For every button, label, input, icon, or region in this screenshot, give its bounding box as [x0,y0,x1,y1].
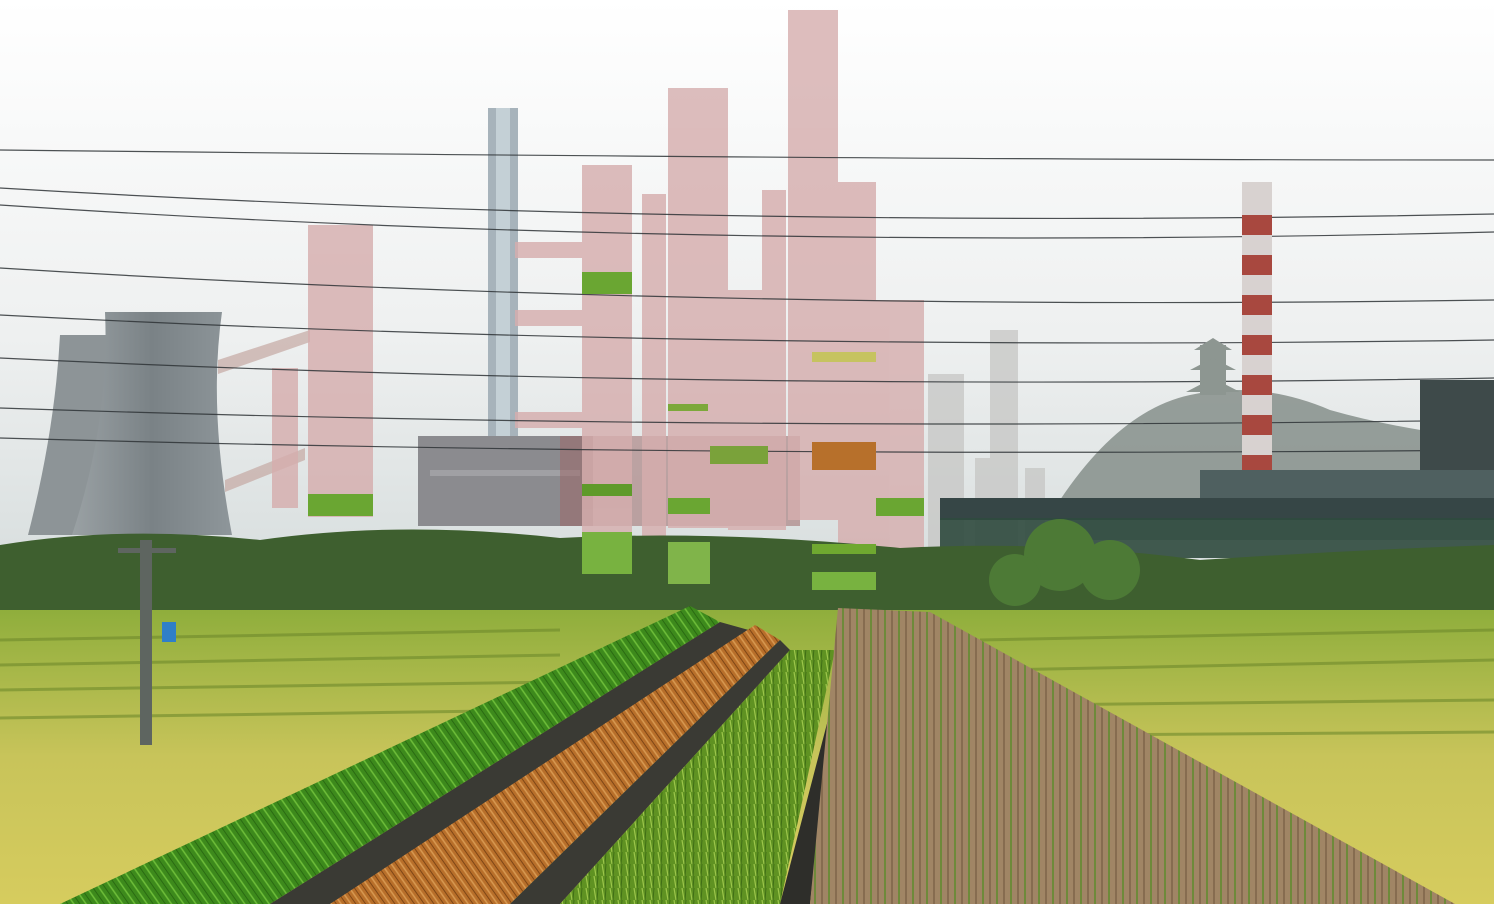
texture-swatches [308,272,924,590]
dark-edge-3 [780,650,838,904]
grass-strip [60,606,720,904]
dark-edge-2 [510,640,790,904]
rice-strip [560,650,835,904]
right-trees [989,519,1140,606]
dark-edge [270,622,770,904]
power-pole-icon [118,540,176,745]
wood-strip [330,625,780,904]
soil-strip [810,608,1455,904]
striped-chimney-icon [1242,182,1272,487]
chimney-icon [488,108,518,448]
cooling-tower-icon [28,312,232,535]
pagoda-icon [1186,338,1240,395]
